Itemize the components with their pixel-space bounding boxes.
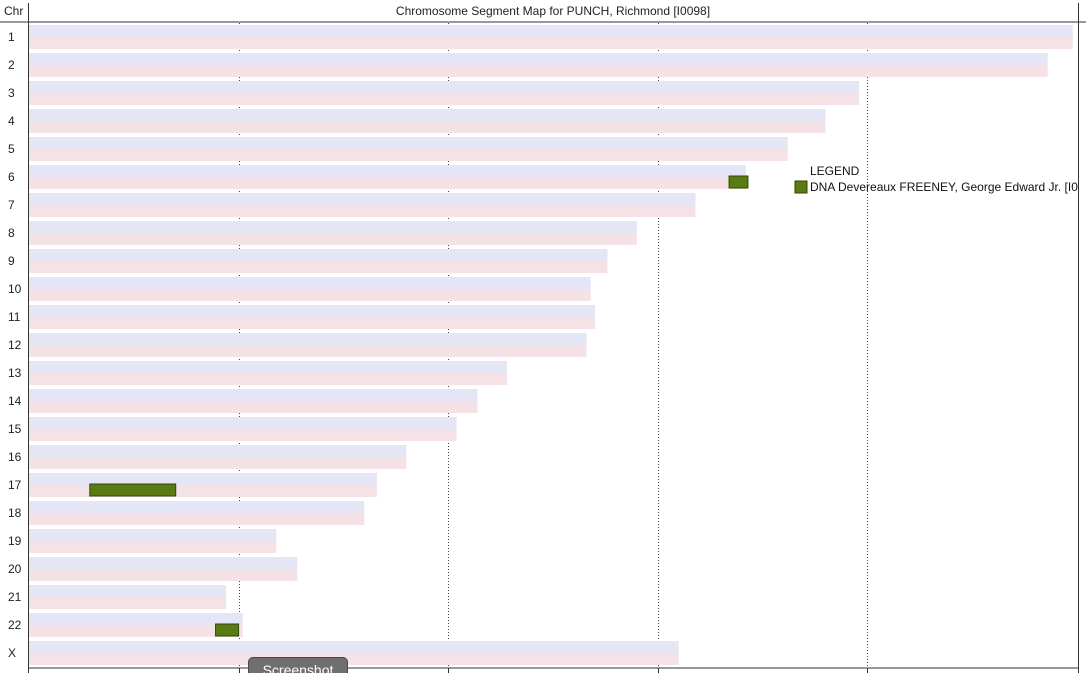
chromosome-label-9: 9 [8, 254, 15, 268]
chart-title: Chromosome Segment Map for PUNCH, Richmo… [396, 4, 710, 18]
dna-segment-chr22 [215, 623, 240, 637]
chromosome-bar-19 [29, 529, 277, 553]
chromosome-label-16: 16 [8, 450, 22, 464]
legend-title: LEGEND [810, 164, 860, 178]
chromosome-label-22: 22 [8, 618, 22, 632]
chromosome-bar-14 [29, 389, 478, 413]
chromosome-bar-21 [29, 585, 227, 609]
chromosome-bar-1 [29, 25, 1073, 49]
chromosome-bar-10 [29, 277, 591, 301]
chromosome-bar-18 [29, 501, 365, 525]
chromosome-bar-9 [29, 249, 608, 273]
chromosome-label-1: 1 [8, 30, 15, 44]
chromosome-bar-8 [29, 221, 637, 245]
chromosome-bar-15 [29, 417, 457, 441]
chromosome-bar-22 [29, 613, 243, 637]
row-header-label: Chr [4, 4, 23, 18]
chromosome-label-13: 13 [8, 366, 22, 380]
chromosome-bar-13 [29, 361, 507, 385]
legend-swatch-0 [794, 180, 808, 194]
chromosome-bar-X [29, 641, 679, 665]
chromosome-bar-7 [29, 193, 696, 217]
chromosome-bar-2 [29, 53, 1048, 77]
chromosome-label-5: 5 [8, 142, 15, 156]
chromosome-bar-3 [29, 81, 860, 105]
chromosome-label-14: 14 [8, 394, 22, 408]
chromosome-bar-5 [29, 137, 788, 161]
dna-segment-chr6 [728, 175, 749, 189]
chromosome-label-15: 15 [8, 422, 22, 436]
chromosome-bar-4 [29, 109, 826, 133]
chromosome-bar-11 [29, 305, 595, 329]
chromosome-label-4: 4 [8, 114, 15, 128]
chromosome-label-8: 8 [8, 226, 15, 240]
chromosome-label-12: 12 [8, 338, 22, 352]
chromosome-label-19: 19 [8, 534, 22, 548]
chromosome-label-18: 18 [8, 506, 22, 520]
screenshot-button[interactable]: Screenshot [248, 657, 348, 673]
chromosome-bar-12 [29, 333, 587, 357]
chromosome-label-3: 3 [8, 86, 15, 100]
chromosome-label-2: 2 [8, 58, 15, 72]
chromosome-bar-17 [29, 473, 377, 497]
chromosome-label-10: 10 [8, 282, 22, 296]
dna-segment-chr17 [89, 483, 177, 497]
chromosome-bar-20 [29, 557, 298, 581]
chromosome-label-X: X [8, 646, 16, 660]
chromosome-bar-6 [29, 165, 746, 189]
chromosome-label-7: 7 [8, 198, 15, 212]
chromosome-label-20: 20 [8, 562, 22, 576]
chromosome-bar-16 [29, 445, 407, 469]
legend-entry-label-0: DNA Devereaux FREENEY, George Edward Jr.… [810, 180, 1078, 194]
chromosome-label-17: 17 [8, 478, 22, 492]
chromosome-label-21: 21 [8, 590, 22, 604]
chromosome-label-11: 11 [8, 310, 21, 324]
chromosome-label-6: 6 [8, 170, 15, 184]
